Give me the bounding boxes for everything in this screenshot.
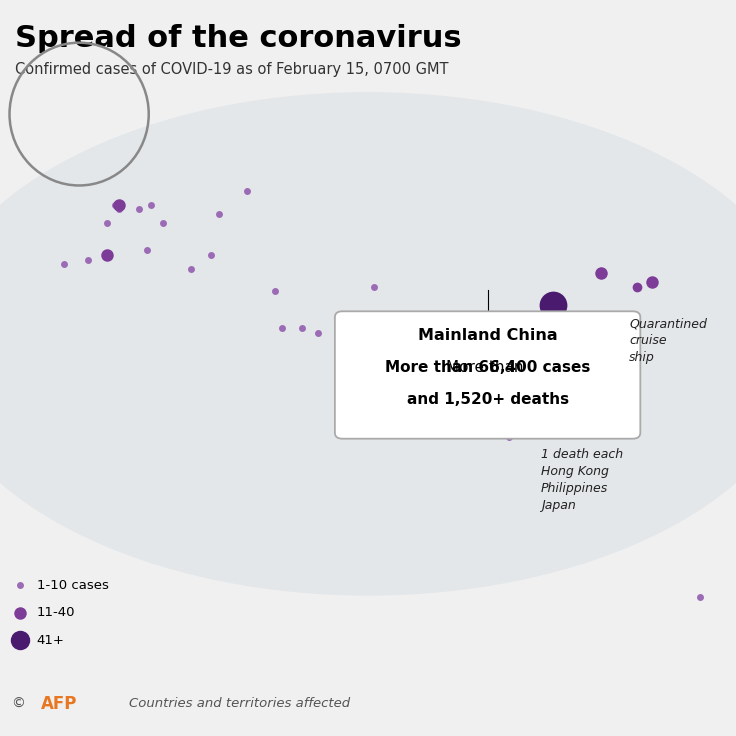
Text: Quarantined
cruise
ship: Quarantined cruise ship (629, 317, 707, 364)
Ellipse shape (0, 92, 736, 595)
Text: 11-40: 11-40 (37, 606, 75, 619)
Text: AFP: AFP (40, 695, 77, 712)
FancyBboxPatch shape (335, 311, 640, 439)
Text: Countries and territories affected: Countries and territories affected (129, 697, 350, 710)
Text: 41+: 41+ (37, 634, 64, 647)
Text: Confirmed cases of COVID-19 as of February 15, 0700 GMT: Confirmed cases of COVID-19 as of Februa… (15, 63, 448, 77)
Text: and 1,520+ deaths: and 1,520+ deaths (406, 392, 569, 407)
Text: More than: More than (447, 361, 528, 375)
Text: 1 death each
Hong Kong
Philippines
Japan: 1 death each Hong Kong Philippines Japan (541, 447, 623, 512)
Text: 1-10 cases: 1-10 cases (37, 578, 108, 592)
Text: ©: © (11, 696, 25, 711)
Text: Spread of the coronavirus: Spread of the coronavirus (15, 24, 461, 53)
Text: Mainland China: Mainland China (418, 328, 557, 343)
Text: More than 66,400 cases: More than 66,400 cases (385, 361, 590, 375)
